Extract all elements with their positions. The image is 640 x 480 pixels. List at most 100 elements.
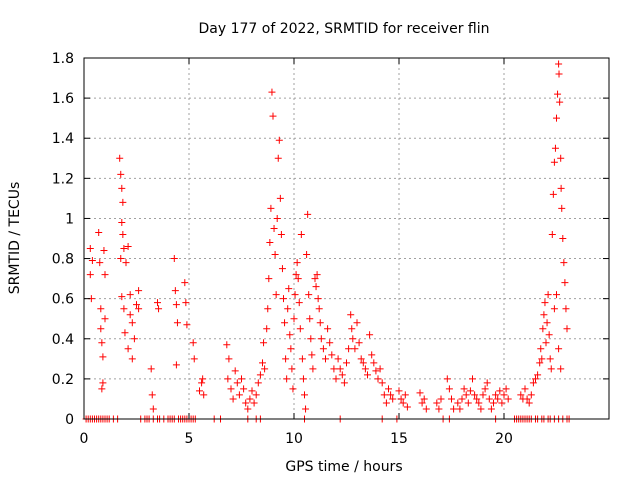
data-point — [287, 345, 295, 353]
data-point — [345, 345, 353, 353]
data-point — [532, 375, 539, 383]
data-point — [340, 379, 348, 387]
data-point — [270, 224, 278, 232]
data-point — [494, 395, 502, 403]
data-point — [126, 311, 134, 319]
data-point — [227, 385, 235, 393]
data-point — [286, 331, 294, 339]
data-point — [261, 365, 269, 373]
data-point — [349, 335, 357, 343]
data-point — [554, 90, 562, 98]
data-point — [553, 114, 560, 122]
data-point — [542, 339, 550, 347]
data-point — [437, 395, 445, 403]
data-point — [485, 395, 493, 403]
chart-title: Day 177 of 2022, SRMTID for receiver fli… — [199, 21, 490, 37]
data-point — [285, 285, 293, 293]
data-point — [420, 395, 428, 403]
data-point — [385, 385, 392, 393]
data-point — [173, 319, 181, 327]
data-point — [269, 112, 277, 120]
data-point — [537, 345, 545, 353]
data-point — [99, 379, 107, 387]
data-point — [359, 359, 367, 367]
data-point — [376, 365, 384, 373]
data-point — [117, 170, 125, 178]
data-point — [536, 359, 544, 367]
data-point — [124, 243, 132, 251]
data-point — [477, 405, 485, 413]
x-tick-label: 5 — [185, 431, 194, 447]
data-point — [348, 325, 356, 333]
data-point — [271, 251, 279, 259]
data-point — [355, 339, 363, 347]
data-point — [256, 371, 264, 379]
data-point — [278, 265, 286, 273]
data-point — [544, 291, 552, 299]
data-point — [291, 291, 299, 299]
data-point — [171, 287, 179, 295]
data-point — [401, 391, 409, 399]
y-tick-label: 1.2 — [52, 171, 74, 187]
data-point — [200, 391, 208, 399]
data-point — [303, 251, 311, 259]
data-point — [322, 355, 329, 363]
data-point — [306, 315, 314, 323]
y-axis-ticks: 0 0.2 0.4 0.6 0.8 1 1.2 1.4 1.6 1.8 — [52, 51, 609, 428]
data-point — [347, 311, 355, 319]
data-point — [538, 355, 546, 363]
data-point — [479, 391, 487, 399]
data-point — [231, 367, 239, 375]
data-point — [100, 247, 108, 255]
data-point — [244, 405, 252, 413]
data-point — [309, 365, 317, 373]
data-point — [248, 387, 256, 395]
data-point — [264, 305, 272, 313]
data-point — [172, 301, 180, 309]
data-point — [190, 355, 198, 363]
data-point — [116, 154, 124, 162]
y-tick-label: 0.6 — [52, 292, 74, 308]
data-point — [517, 391, 525, 399]
data-point — [525, 399, 533, 407]
data-point — [98, 339, 106, 347]
data-point — [418, 399, 426, 407]
data-point — [289, 385, 297, 393]
data-point — [555, 345, 563, 353]
data-point — [119, 230, 127, 238]
data-point — [101, 315, 109, 323]
data-point — [458, 395, 466, 403]
data-point — [275, 136, 283, 144]
data-point — [240, 385, 248, 393]
y-tick-label: 1.4 — [52, 131, 74, 147]
data-point — [368, 351, 376, 359]
data-point — [464, 399, 472, 407]
data-point — [374, 375, 382, 383]
x-axis-ticks: 0 5 10 15 20 — [80, 58, 513, 447]
data-point — [539, 325, 547, 333]
data-point — [281, 319, 289, 327]
data-point — [550, 158, 558, 166]
data-point — [268, 88, 276, 96]
data-point — [263, 325, 271, 333]
data-point — [380, 391, 388, 399]
data-point — [487, 405, 495, 413]
x-tick-label: 20 — [495, 431, 513, 447]
data-point — [88, 257, 96, 265]
data-point — [266, 239, 274, 247]
data-point — [563, 325, 571, 333]
data-point — [293, 259, 301, 267]
y-tick-label: 0.8 — [52, 252, 74, 268]
data-point — [433, 399, 441, 407]
data-point — [490, 399, 497, 407]
data-point — [330, 365, 338, 373]
data-point — [448, 395, 455, 403]
data-point — [290, 315, 298, 323]
data-point — [198, 379, 206, 387]
data-point — [361, 365, 369, 373]
data-point — [304, 210, 312, 218]
data-point — [492, 391, 500, 399]
data-point — [557, 154, 565, 162]
data-point — [122, 259, 130, 267]
